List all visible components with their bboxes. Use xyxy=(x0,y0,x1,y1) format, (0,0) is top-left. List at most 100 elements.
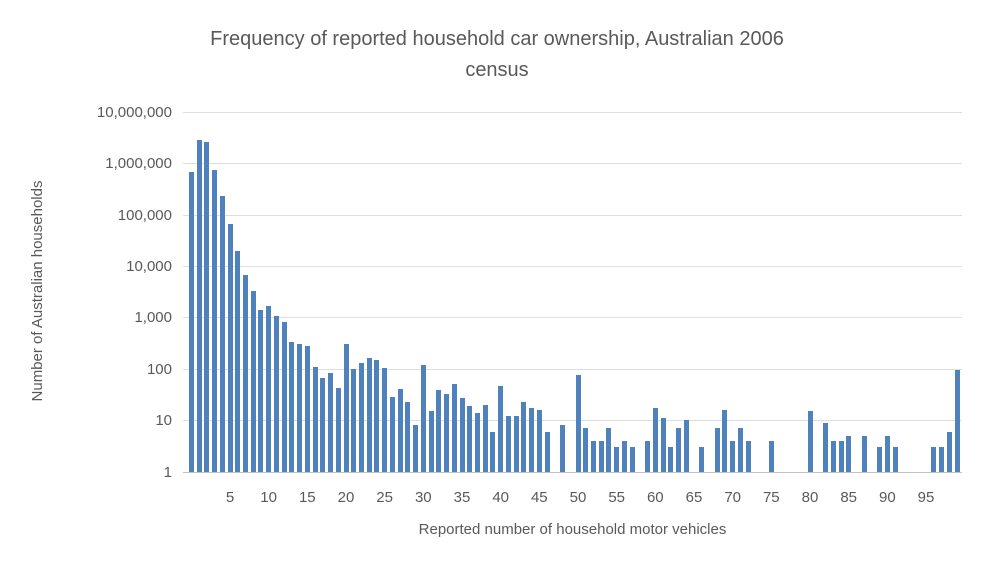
bar xyxy=(536,409,542,472)
x-tick-label: 50 xyxy=(569,489,587,506)
chart-title-line1: Frequency of reported household car owne… xyxy=(210,28,784,50)
bar xyxy=(730,440,736,472)
bar xyxy=(335,388,341,472)
x-tick-label: 45 xyxy=(530,489,548,506)
bar xyxy=(560,425,565,472)
bar xyxy=(591,440,596,472)
bar xyxy=(297,343,303,472)
bar xyxy=(614,447,620,472)
bar xyxy=(939,447,944,472)
bar xyxy=(714,428,720,472)
bar xyxy=(846,435,852,472)
bar xyxy=(498,386,504,472)
bar xyxy=(328,372,333,472)
bar xyxy=(451,384,457,472)
y-tick-label: 10 xyxy=(155,412,172,430)
bar xyxy=(312,367,318,472)
bar xyxy=(660,418,666,472)
bar xyxy=(266,305,272,472)
bar xyxy=(877,447,883,472)
x-tick-label: 90 xyxy=(879,489,896,506)
bar xyxy=(304,345,310,472)
y-tick-label: 10,000 xyxy=(126,258,172,275)
x-tick-label: 95 xyxy=(917,489,935,506)
x-tick-label: 85 xyxy=(840,489,858,506)
bar xyxy=(768,440,774,472)
bar xyxy=(351,368,357,472)
bar xyxy=(505,416,511,472)
y-tick-label: 1,000 xyxy=(134,309,172,327)
y-tick-label: 100,000 xyxy=(117,206,172,224)
x-tick-label: 5 xyxy=(225,489,235,506)
x-axis-title: Reported number of household motor vehic… xyxy=(418,521,727,538)
bar xyxy=(598,440,604,472)
bar xyxy=(931,447,937,472)
x-tick-label: 70 xyxy=(724,489,742,506)
x-tick-label: 30 xyxy=(414,489,432,506)
x-tick-label: 65 xyxy=(685,489,703,506)
bar xyxy=(529,408,535,472)
bar xyxy=(884,435,890,472)
y-tick-label: 10,000,000 xyxy=(96,103,172,121)
x-tick-label: 40 xyxy=(492,489,510,506)
y-tick-label: 1 xyxy=(163,463,172,481)
bar xyxy=(204,141,210,472)
bar xyxy=(861,435,867,472)
bar xyxy=(737,428,743,472)
bar xyxy=(467,405,473,472)
bar xyxy=(490,431,496,472)
x-tick-label: 35 xyxy=(453,489,471,506)
bar xyxy=(722,409,728,472)
bar xyxy=(320,377,326,472)
bar xyxy=(954,370,960,472)
bar xyxy=(459,398,465,472)
bar xyxy=(366,357,372,472)
bar xyxy=(745,440,751,472)
bar xyxy=(513,416,519,472)
bar xyxy=(250,291,256,472)
bar xyxy=(420,364,426,472)
bar xyxy=(521,401,527,472)
bar xyxy=(343,344,349,472)
bar xyxy=(583,428,589,472)
gridline xyxy=(183,420,962,422)
bar xyxy=(436,389,442,472)
bar xyxy=(676,428,681,472)
x-tick-label: 25 xyxy=(376,489,393,506)
bar xyxy=(544,431,550,472)
bar xyxy=(652,408,658,472)
x-tick-label: 80 xyxy=(801,489,819,506)
bar xyxy=(946,431,952,472)
bar xyxy=(374,360,380,472)
gridline xyxy=(183,163,962,165)
bar xyxy=(235,250,241,472)
x-tick-label: 20 xyxy=(337,489,355,506)
bar xyxy=(227,224,233,472)
bar xyxy=(382,367,388,472)
bar xyxy=(807,411,813,472)
bar xyxy=(475,412,480,472)
x-tick-label: 60 xyxy=(646,489,664,506)
bar xyxy=(645,440,651,472)
bar xyxy=(892,447,898,472)
x-tick-label: 10 xyxy=(260,489,277,506)
bar xyxy=(258,309,264,472)
y-axis-title: Number of Australian households xyxy=(29,180,46,402)
y-tick-label: 100 xyxy=(146,360,172,378)
bar xyxy=(413,425,419,472)
bar xyxy=(188,171,194,472)
bar xyxy=(444,394,449,472)
bar xyxy=(629,447,635,472)
bar xyxy=(482,404,488,472)
gridline xyxy=(183,317,962,319)
bar xyxy=(281,321,287,472)
gridline xyxy=(183,214,962,216)
y-tick-label: 1,000,000 xyxy=(105,155,172,173)
bar xyxy=(389,396,395,472)
x-tick-label: 15 xyxy=(298,489,316,506)
gridline xyxy=(183,266,962,267)
x-tick-label: 55 xyxy=(608,489,626,506)
bar xyxy=(830,440,836,472)
bar xyxy=(838,440,844,472)
bar xyxy=(242,274,248,472)
